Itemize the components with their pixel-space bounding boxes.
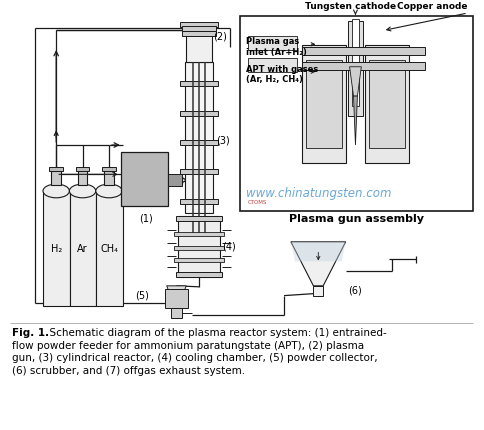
Text: CTOMS: CTOMS [247,200,267,205]
Bar [247,37,296,50]
Text: APT with gases
(Ar, H₂, CH₄): APT with gases (Ar, H₂, CH₄) [245,65,318,84]
Text: Copper anode: Copper anode [396,2,467,11]
Bar [102,168,116,172]
Bar [96,191,122,306]
Bar [49,168,63,172]
Bar [305,60,341,148]
Text: (6) scrubber, and (7) offgas exhaust system.: (6) scrubber, and (7) offgas exhaust sys… [12,366,245,376]
Bar [185,62,212,213]
Text: (5): (5) [135,291,149,301]
Bar [301,47,424,55]
Bar [180,199,217,204]
Bar [44,191,70,306]
Text: Plasma gas
inlet (Ar+H₂): Plasma gas inlet (Ar+H₂) [245,37,306,57]
Bar [178,216,219,277]
Bar [121,152,167,206]
Bar [165,289,188,308]
Bar [347,21,363,116]
Text: CH₄: CH₄ [100,244,118,254]
Bar [180,81,217,86]
Polygon shape [290,242,345,261]
Text: Schematic diagram of the plasma reactor system: (1) entrained-: Schematic diagram of the plasma reactor … [43,328,385,338]
Text: flow powder feeder for ammonium paratungstate (APT), (2) plasma: flow powder feeder for ammonium paratung… [12,341,363,350]
Bar [313,286,322,295]
Bar [77,172,87,185]
Bar [175,216,222,221]
Polygon shape [290,242,345,286]
Text: Fig. 1.: Fig. 1. [12,328,49,338]
Bar [70,191,96,306]
Text: Tungsten cathode: Tungsten cathode [304,2,395,11]
Bar [104,172,114,185]
Bar [364,45,408,163]
Bar [180,169,217,174]
Text: (1): (1) [139,213,153,224]
Bar [76,168,89,172]
Bar [240,16,472,212]
Bar [175,272,222,277]
Bar [180,22,217,27]
Text: (6): (6) [347,286,361,296]
Bar [351,19,359,106]
Bar [368,60,405,148]
Bar [173,246,224,250]
Bar [173,258,224,262]
Ellipse shape [96,184,122,198]
Bar [180,111,217,116]
Ellipse shape [43,184,69,198]
Text: (4): (4) [222,242,236,252]
Bar [247,58,296,72]
Bar [51,172,61,185]
Text: Plasma gun assembly: Plasma gun assembly [288,215,423,224]
Text: (3): (3) [216,135,230,145]
Bar [182,26,215,31]
Bar [301,45,345,163]
Text: gun, (3) cylindrical reactor, (4) cooling chamber, (5) powder collector,: gun, (3) cylindrical reactor, (4) coolin… [12,353,377,363]
Ellipse shape [69,184,96,198]
Text: (2): (2) [212,31,226,41]
Bar [186,31,211,62]
Bar [301,62,424,70]
Text: H₂: H₂ [50,244,61,254]
Bar [170,308,182,318]
Polygon shape [349,67,361,96]
Text: www.chinatungsten.com: www.chinatungsten.com [245,187,390,200]
Polygon shape [166,286,186,298]
Bar [173,232,224,236]
Bar [180,140,217,145]
Bar [182,31,215,37]
Bar [167,174,182,186]
Text: Ar: Ar [77,244,88,254]
Polygon shape [353,96,357,145]
